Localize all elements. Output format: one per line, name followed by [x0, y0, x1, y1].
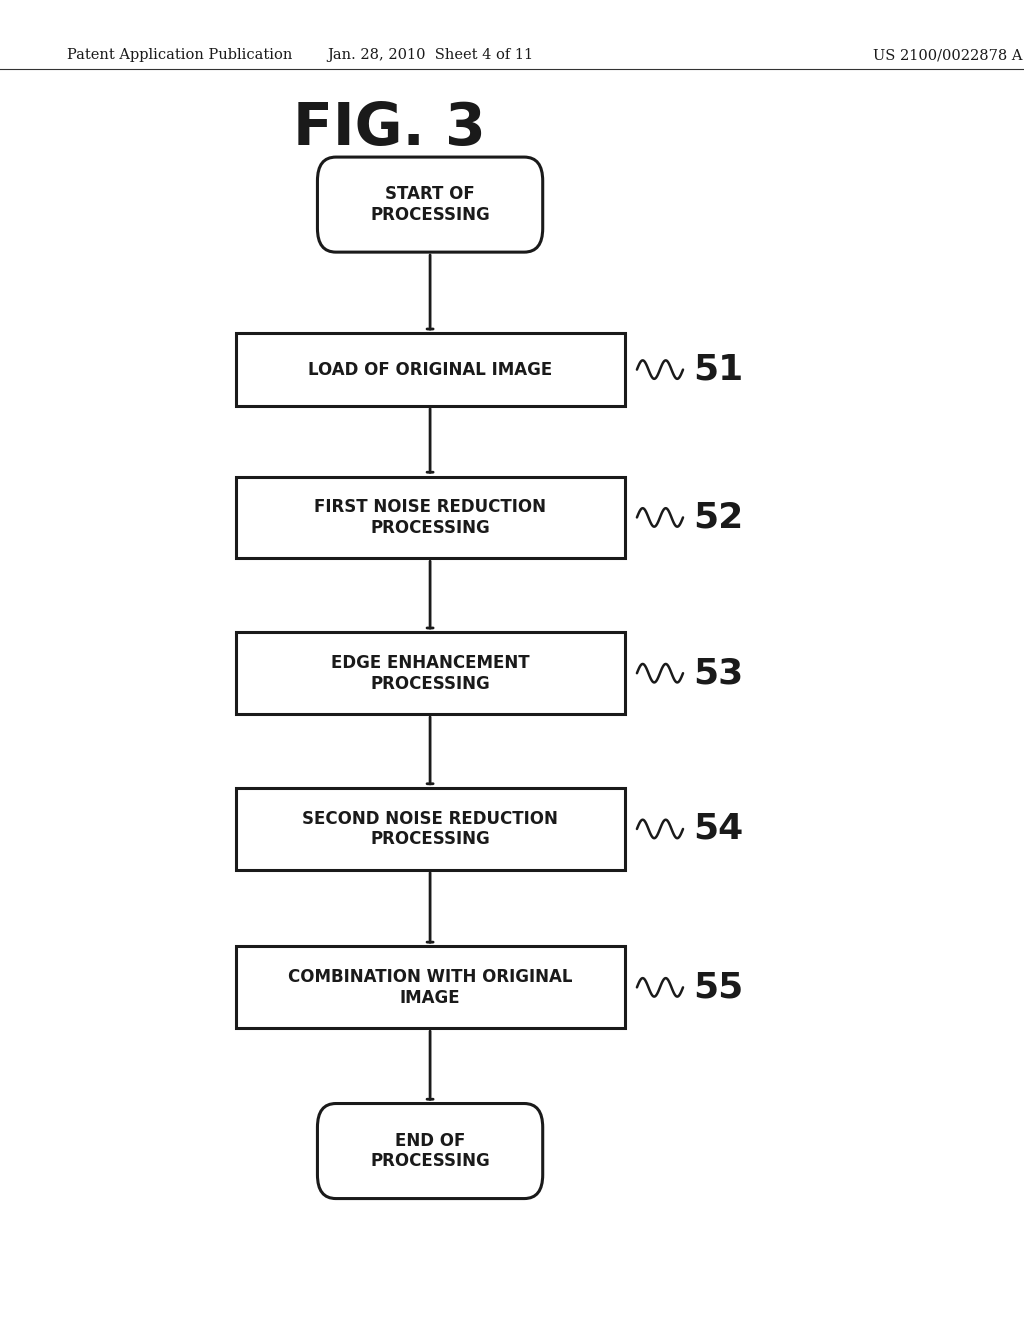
Text: LOAD OF ORIGINAL IMAGE: LOAD OF ORIGINAL IMAGE [308, 360, 552, 379]
Text: FIRST NOISE REDUCTION
PROCESSING: FIRST NOISE REDUCTION PROCESSING [314, 498, 546, 537]
Text: START OF
PROCESSING: START OF PROCESSING [371, 185, 489, 224]
Text: COMBINATION WITH ORIGINAL
IMAGE: COMBINATION WITH ORIGINAL IMAGE [288, 968, 572, 1007]
Text: 55: 55 [693, 970, 743, 1005]
Text: FIG. 3: FIG. 3 [293, 100, 485, 157]
Text: Jan. 28, 2010  Sheet 4 of 11: Jan. 28, 2010 Sheet 4 of 11 [327, 49, 534, 62]
Text: 52: 52 [693, 500, 743, 535]
FancyBboxPatch shape [317, 157, 543, 252]
Text: US 2100/0022878 A1: US 2100/0022878 A1 [873, 49, 1024, 62]
Text: 53: 53 [693, 656, 743, 690]
FancyBboxPatch shape [236, 333, 625, 407]
Text: 51: 51 [693, 352, 743, 387]
Text: EDGE ENHANCEMENT
PROCESSING: EDGE ENHANCEMENT PROCESSING [331, 653, 529, 693]
Text: END OF
PROCESSING: END OF PROCESSING [371, 1131, 489, 1171]
FancyBboxPatch shape [236, 477, 625, 558]
FancyBboxPatch shape [317, 1104, 543, 1199]
Text: Patent Application Publication: Patent Application Publication [67, 49, 292, 62]
Text: 54: 54 [693, 812, 743, 846]
FancyBboxPatch shape [236, 788, 625, 870]
FancyBboxPatch shape [236, 946, 625, 1028]
FancyBboxPatch shape [236, 632, 625, 714]
Text: SECOND NOISE REDUCTION
PROCESSING: SECOND NOISE REDUCTION PROCESSING [302, 809, 558, 849]
